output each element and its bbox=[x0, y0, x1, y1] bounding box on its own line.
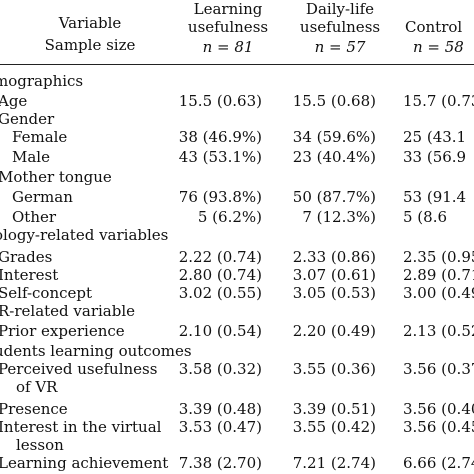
header-learning-line2: usefulness bbox=[187, 18, 269, 36]
row-label: Prior experience bbox=[0, 322, 125, 340]
cell-learning: 38 (46.9%) bbox=[178, 128, 262, 146]
cell-dailylife: 3.07 (0.61) bbox=[292, 266, 376, 284]
row-label-cont: lesson bbox=[16, 436, 64, 454]
header-control-line1: Control bbox=[405, 18, 463, 36]
cell-learning: 2.22 (0.74) bbox=[178, 248, 262, 266]
cell-dailylife: 34 (59.6%) bbox=[292, 128, 376, 146]
cell-dailylife: 2.20 (0.49) bbox=[292, 322, 376, 340]
cell-control: 3.56 (0.37 bbox=[403, 360, 474, 378]
row-label: Self-concept bbox=[0, 284, 93, 302]
cell-learning: 7.38 (2.70) bbox=[178, 454, 262, 472]
header-learning-n: n = 81 bbox=[202, 38, 254, 56]
row-label: Interest bbox=[0, 266, 59, 284]
row-label: udents learning outcomes bbox=[0, 342, 192, 360]
cell-dailylife: 50 (87.7%) bbox=[292, 188, 376, 206]
header-sample-size: Sample size bbox=[44, 36, 136, 54]
cell-control: 3.00 (0.49 bbox=[403, 284, 474, 302]
cell-dailylife: 7.21 (2.74) bbox=[292, 454, 376, 472]
row-label: Age bbox=[0, 92, 28, 110]
header-learning-line1: Learning bbox=[193, 0, 263, 18]
cell-control: 2.13 (0.52 bbox=[403, 322, 474, 340]
cell-control: 2.89 (0.71 bbox=[403, 266, 474, 284]
header-dailylife-n: n = 57 bbox=[314, 38, 366, 56]
cell-control: 33 (56.9 bbox=[403, 148, 467, 166]
cell-dailylife: 3.55 (0.42) bbox=[292, 418, 376, 436]
cell-control: 53 (91.4 bbox=[403, 188, 467, 206]
cell-learning: 2.80 (0.74) bbox=[178, 266, 262, 284]
header-variable: Variable bbox=[58, 14, 122, 32]
cell-control: 25 (43.1 bbox=[403, 128, 467, 146]
cell-dailylife: 23 (40.4%) bbox=[292, 148, 376, 166]
cell-control: 2.35 (0.95 bbox=[403, 248, 474, 266]
row-label: Mother tongue bbox=[0, 168, 112, 186]
cell-dailylife: 2.33 (0.86) bbox=[292, 248, 376, 266]
cell-control: 15.7 (0.73 bbox=[403, 92, 474, 110]
cell-learning: 5 (6.2%) bbox=[197, 208, 262, 226]
cell-learning: 2.10 (0.54) bbox=[178, 322, 262, 340]
header-dailylife-line2: usefulness bbox=[299, 18, 381, 36]
row-label: mographics bbox=[0, 72, 84, 90]
row-label: Female bbox=[12, 128, 68, 146]
cell-learning: 3.39 (0.48) bbox=[178, 400, 262, 418]
cell-dailylife: 7 (12.3%) bbox=[302, 208, 376, 226]
cell-learning: 76 (93.8%) bbox=[178, 188, 262, 206]
row-label: Perceived usefulness bbox=[0, 360, 158, 378]
header-dailylife-line1: Daily-life bbox=[305, 0, 375, 18]
cell-control: 5 (8.6 bbox=[403, 208, 448, 226]
row-label: Other bbox=[12, 208, 57, 226]
cell-control: 3.56 (0.45 bbox=[403, 418, 474, 436]
row-label: Male bbox=[12, 148, 50, 166]
row-label: ology-related variables bbox=[0, 226, 169, 244]
row-label: German bbox=[12, 188, 73, 206]
row-label: Learning achievement bbox=[0, 454, 169, 472]
cell-dailylife: 3.55 (0.36) bbox=[292, 360, 376, 378]
row-label: Presence bbox=[0, 400, 68, 418]
row-label: R-related variable bbox=[0, 302, 136, 320]
row-label: Interest in the virtual bbox=[0, 418, 162, 436]
cell-learning: 3.58 (0.32) bbox=[178, 360, 262, 378]
cell-control: 3.56 (0.40 bbox=[403, 400, 474, 418]
cell-control: 6.66 (2.74 bbox=[403, 454, 474, 472]
cell-dailylife: 3.05 (0.53) bbox=[292, 284, 376, 302]
cell-learning: 15.5 (0.63) bbox=[178, 92, 262, 110]
cell-learning: 3.53 (0.47) bbox=[178, 418, 262, 436]
row-label: Grades bbox=[0, 248, 53, 266]
cell-learning: 3.02 (0.55) bbox=[178, 284, 262, 302]
header-control-n: n = 58 bbox=[413, 38, 464, 56]
row-label: Gender bbox=[0, 110, 55, 128]
cell-learning: 43 (53.1%) bbox=[178, 148, 262, 166]
header-rule bbox=[0, 64, 474, 65]
cell-dailylife: 15.5 (0.68) bbox=[292, 92, 376, 110]
row-label-cont: of VR bbox=[16, 378, 58, 396]
cell-dailylife: 3.39 (0.51) bbox=[292, 400, 376, 418]
